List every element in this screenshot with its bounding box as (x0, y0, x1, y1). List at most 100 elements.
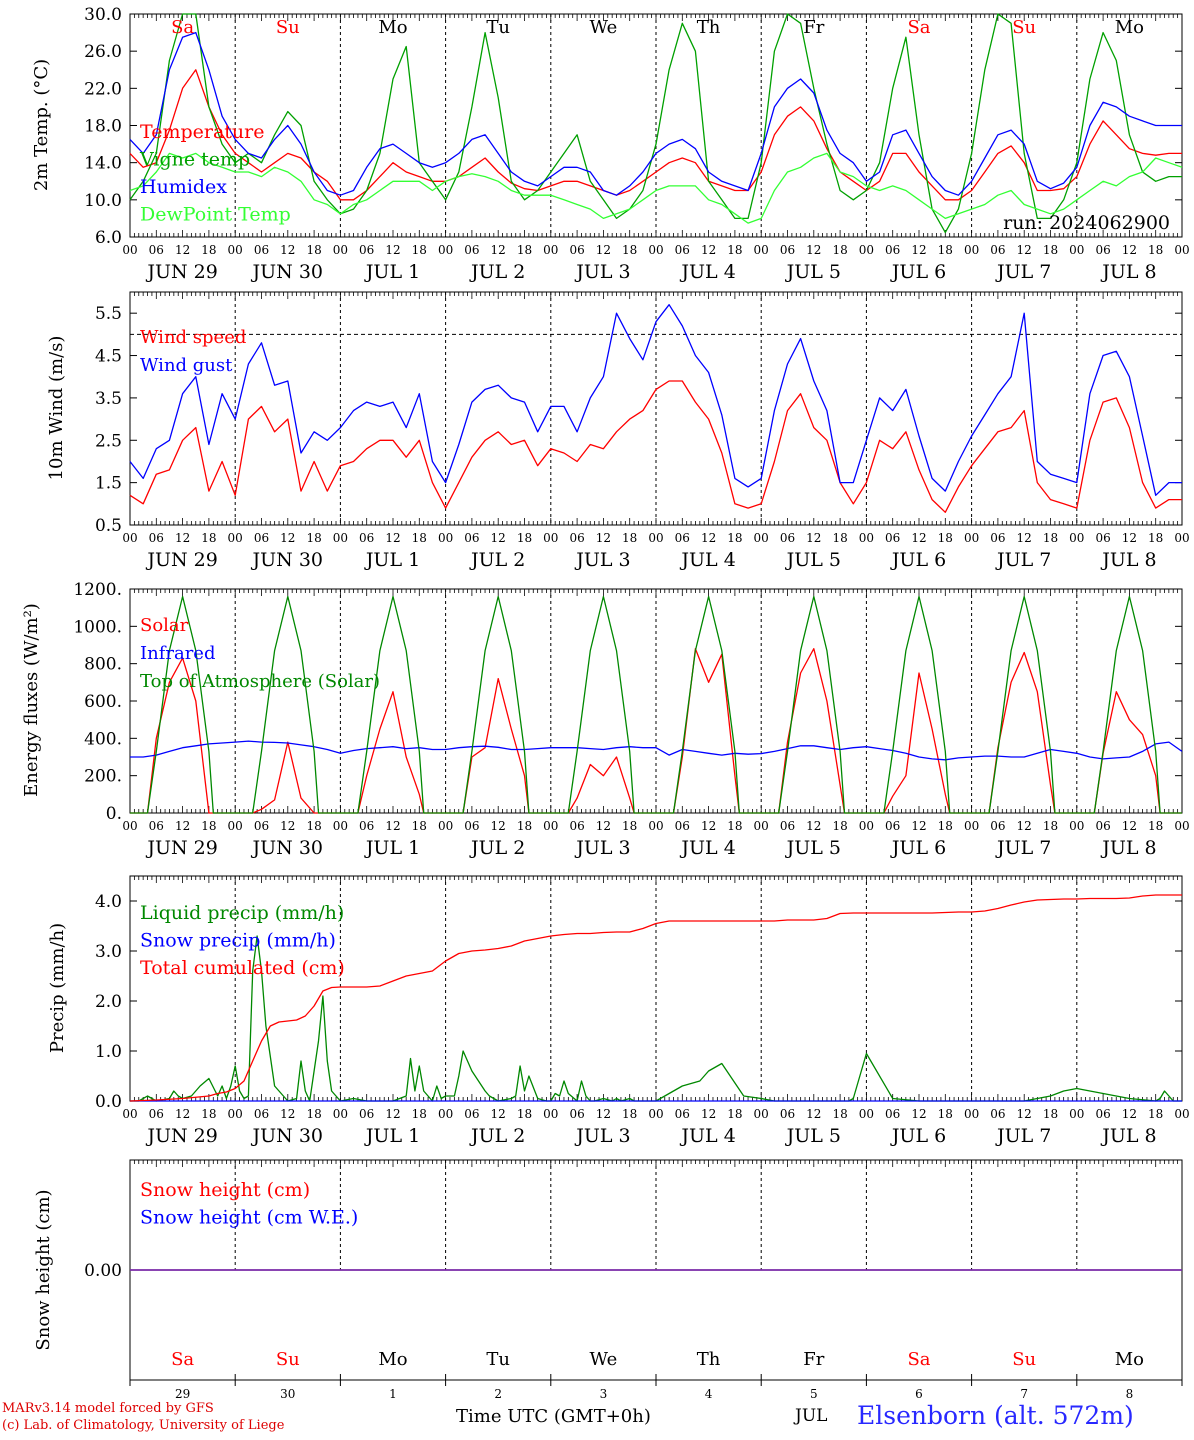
hour-tick-label: 12 (596, 819, 611, 833)
hour-tick-label: 18 (306, 243, 321, 257)
series-line-wind-speed (129, 380, 1182, 513)
hour-tick-label: 00 (1069, 243, 1084, 257)
weekday-label: Tu (486, 1349, 510, 1370)
weekday-label: Fr (803, 17, 824, 38)
y-tick-label: 0.0 (95, 1092, 122, 1112)
y-tick-label: 14.0 (84, 154, 122, 174)
y-tick-label: 4.0 (95, 892, 122, 912)
hour-tick-label: 06 (359, 243, 374, 257)
hour-tick-label: 00 (1069, 1107, 1084, 1121)
date-label: JUL 2 (469, 837, 525, 859)
date-label: JUL 6 (890, 1125, 946, 1147)
hour-tick-label: 12 (385, 819, 400, 833)
date-label: JUL 1 (364, 261, 420, 283)
hour-tick-label: 00 (333, 531, 348, 545)
legend-entry: Liquid precip (mm/h) (140, 902, 344, 924)
hour-tick-label: 18 (517, 1107, 532, 1121)
date-label: JUL 5 (785, 1125, 841, 1147)
date-label: JUL 6 (890, 837, 946, 859)
weekday-label: Su (1012, 1349, 1036, 1370)
hour-tick-label: 00 (333, 1107, 348, 1121)
hour-tick-label: 12 (1017, 531, 1032, 545)
legend-entry: Solar (140, 615, 189, 636)
hour-tick-label: 12 (491, 243, 506, 257)
hour-tick-label: 06 (1095, 531, 1110, 545)
weekday-label: Tu (486, 17, 510, 38)
hour-tick-label: 00 (754, 819, 769, 833)
y-tick-label: 400. (84, 729, 122, 749)
hour-tick-label: 00 (333, 243, 348, 257)
hour-tick-label: 00 (122, 243, 137, 257)
day-number-label: 1 (389, 1387, 397, 1400)
hour-tick-label: 00 (438, 531, 453, 545)
hour-tick-label: 12 (1122, 531, 1137, 545)
legend-entry: Vigne temp (139, 149, 250, 171)
hour-tick-label: 06 (569, 243, 584, 257)
hour-tick-label: 06 (569, 531, 584, 545)
hour-tick-label: 06 (885, 1107, 900, 1121)
hour-tick-label: 12 (1122, 243, 1137, 257)
series-line-liquid-precip-mm-h (130, 935, 1182, 1102)
day-number-label: 6 (915, 1387, 923, 1400)
hour-tick-label: 18 (1043, 1107, 1058, 1121)
hour-tick-label: 00 (228, 1107, 243, 1121)
hour-tick-label: 18 (517, 819, 532, 833)
panel-4: 00 06 12 18 JUN 29 00 06 12 18 JUN 30 00 06 12 18 JUL … (47, 875, 1190, 1147)
weekday-label: Fr (803, 1349, 824, 1370)
legend-entry: Wind gust (140, 355, 233, 376)
hour-tick-label: 06 (990, 819, 1005, 833)
date-label: JUL 3 (574, 1125, 630, 1147)
y-tick-label: 1.5 (95, 474, 122, 494)
hour-tick-label: 00 (648, 819, 663, 833)
hour-tick-label: 12 (596, 243, 611, 257)
hour-tick-label: 00 (543, 819, 558, 833)
legend-entry: Total cumulated (cm) (140, 957, 345, 979)
hour-tick-label: 06 (675, 819, 690, 833)
y-axis-title: Precip (mm/h) (47, 923, 68, 1053)
hour-tick-label: 18 (1148, 531, 1163, 545)
hour-tick-label: 18 (622, 243, 637, 257)
hour-tick-label: 00 (754, 1107, 769, 1121)
date-label: JUN 30 (251, 261, 323, 283)
hour-tick-label: 00 (754, 243, 769, 257)
hour-tick-label: 12 (596, 1107, 611, 1121)
hour-tick-label: 06 (780, 819, 795, 833)
hour-tick-label: 06 (254, 243, 269, 257)
hour-tick-label: 00 (228, 819, 243, 833)
y-tick-label: 26.0 (84, 42, 122, 62)
y-tick-label: 18.0 (84, 117, 122, 137)
hour-tick-label: 18 (201, 531, 216, 545)
hour-tick-label: 00 (964, 1107, 979, 1121)
weekday-label: Su (276, 17, 300, 38)
hour-tick-label: 18 (412, 243, 427, 257)
date-label: JUL 7 (995, 261, 1051, 283)
hour-tick-label: 06 (675, 531, 690, 545)
legend-entry: Humidex (140, 176, 227, 198)
day-number-axis: 29 30 1 2 3 4 5 6 7 8 (129, 1374, 1183, 1400)
hour-tick-label: 00 (543, 243, 558, 257)
hour-tick-label: 00 (859, 1107, 874, 1121)
hour-tick-label: 12 (701, 531, 716, 545)
hour-tick-label: 06 (675, 243, 690, 257)
hour-tick-label: 06 (254, 1107, 269, 1121)
panel-5: 0.00 Snow height (cm) Snow height (cm) Snow… (33, 1159, 1183, 1381)
hour-tick-label: 06 (885, 243, 900, 257)
y-tick-label: 10.0 (84, 191, 122, 211)
y-tick-label: 600. (84, 692, 122, 712)
y-tick-label: 5.5 (95, 304, 122, 324)
run-annotation: run: 2024062900 (1003, 212, 1170, 234)
y-tick-label: 3.0 (95, 942, 122, 962)
hour-tick-label: 06 (1095, 819, 1110, 833)
hour-tick-label: 18 (1148, 243, 1163, 257)
hour-tick-label: 12 (280, 531, 295, 545)
hour-tick-label: 06 (569, 1107, 584, 1121)
hour-tick-label: 06 (464, 243, 479, 257)
hour-tick-label: 06 (675, 1107, 690, 1121)
weekday-label: We (590, 1349, 618, 1370)
hour-tick-label: 12 (701, 243, 716, 257)
y-tick-label: 4.5 (95, 347, 122, 367)
hour-tick-label: 06 (359, 819, 374, 833)
hour-tick-label: 18 (727, 243, 742, 257)
legend-entry: Infrared (140, 643, 215, 664)
